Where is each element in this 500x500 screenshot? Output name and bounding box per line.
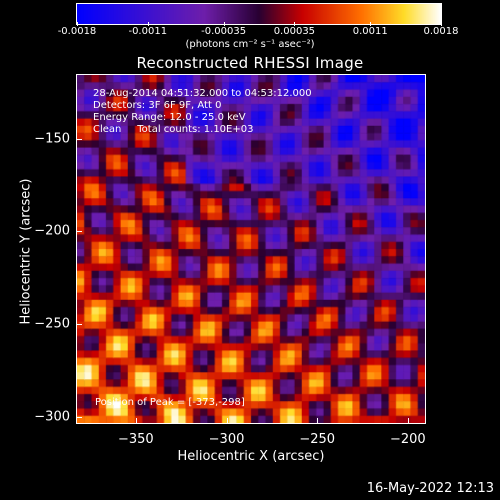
x-tick-label: −350 [117, 432, 154, 447]
x-tick-label: −300 [208, 432, 245, 447]
colorbar-tick-mark [294, 22, 296, 26]
chart-title: Reconstructed RHESSI Image [136, 54, 364, 72]
x-tick-mark [135, 418, 137, 424]
annotation-energy-range: Energy Range: 12.0 - 25.0 keV [93, 112, 246, 123]
y-tick-label: −200 [34, 223, 70, 239]
x-tick-mark [317, 418, 319, 424]
colorbar-tick-label: -0.0018 [57, 26, 97, 37]
x-tick-mark [407, 418, 409, 424]
annotation-clean-counts: Clean Total counts: 1.10E+03 [93, 124, 254, 135]
colorbar-tick-label: 0.0018 [423, 26, 459, 37]
y-tick-mark [76, 324, 82, 325]
plot-area: 28-Aug-2014 04:51:32.000 to 04:53:12.000… [76, 74, 426, 424]
x-tick-mark [226, 418, 228, 424]
y-tick-mark [76, 416, 82, 418]
x-axis-label: Heliocentric X (arcsec) [177, 449, 325, 464]
colorbar-tick-mark [370, 22, 372, 26]
annotation-detectors: Detectors: 3F 6F 9F, Att 0 [93, 100, 222, 111]
y-axis-label: Heliocentric Y (arcsec) [18, 178, 34, 325]
annotation-time-range: 28-Aug-2014 04:51:32.000 to 04:53:12.000 [93, 88, 312, 99]
y-tick-label: −150 [34, 131, 70, 147]
x-tick-label: −250 [299, 432, 336, 447]
colorbar-tick-mark [77, 22, 78, 26]
colorbar-tick-mark [441, 22, 442, 26]
x-tick-label: −200 [390, 432, 426, 447]
y-tick-mark [76, 231, 82, 233]
peak-position-label: Position of Peak = [-373,-298] [95, 397, 245, 408]
y-tick-label: −300 [34, 409, 70, 425]
heatmap-image [77, 75, 425, 423]
colorbar-tick-label: -0.0011 [128, 26, 168, 37]
timestamp: 16-May-2022 12:13 [366, 481, 494, 496]
colorbar-tick-label: -0.00035 [201, 26, 247, 37]
colorbar-tick-label: 0.00035 [273, 26, 316, 37]
y-tick-mark [76, 138, 82, 140]
colorbar-units: (photons cm⁻² s⁻¹ asec⁻²) [185, 39, 315, 50]
colorbar-tick-label: 0.0011 [352, 26, 388, 37]
colorbar-gradient [77, 4, 441, 24]
colorbar-tick-mark [223, 22, 225, 26]
colorbar [76, 3, 442, 25]
y-tick-label: −250 [34, 316, 70, 332]
colorbar-tick-mark [147, 22, 149, 26]
